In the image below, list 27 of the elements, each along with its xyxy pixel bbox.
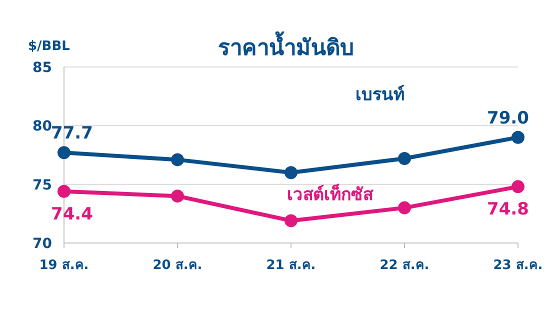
point xyxy=(171,153,184,166)
y-tick-label: 80 xyxy=(32,118,52,135)
x-tick-label: 19 ส.ค. xyxy=(39,258,89,273)
point xyxy=(512,130,524,144)
point xyxy=(512,180,524,194)
x-tick-label: 23 ส.ค. xyxy=(493,258,543,273)
point xyxy=(398,201,411,214)
x-tick-label: 21 ส.ค. xyxy=(266,258,316,273)
data-label: 74.4 xyxy=(51,204,94,224)
data-label: 74.8 xyxy=(487,200,529,220)
x-tick-label: 22 ส.ค. xyxy=(380,258,430,273)
chart-title: ราคาน้ำมันดิบ xyxy=(218,31,354,61)
point xyxy=(284,166,298,180)
point xyxy=(171,190,184,203)
text: เบรนท์ xyxy=(356,84,404,105)
series-label: เวสต์เท็กซัส xyxy=(287,182,374,205)
y-tick-label: 85 xyxy=(32,60,52,76)
point xyxy=(58,184,70,198)
y-axis-title: $/BBL xyxy=(28,39,70,54)
y-tick-label: 70 xyxy=(32,236,52,252)
point xyxy=(58,146,70,160)
point xyxy=(284,214,298,228)
x-tick-label: 20 ส.ค. xyxy=(152,258,202,273)
y-tick-label: 75 xyxy=(32,177,52,194)
data-label: 79.0 xyxy=(487,108,530,128)
point xyxy=(398,152,411,166)
data-label: 77.7 xyxy=(51,124,93,144)
